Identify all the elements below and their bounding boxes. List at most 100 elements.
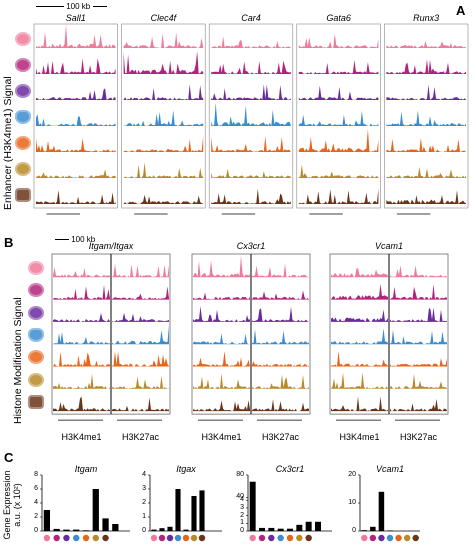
y-tick-label-3-1: 10 (348, 499, 356, 506)
y-tick-label-2-0: 0 (240, 527, 244, 534)
bar-1-0 (151, 529, 157, 531)
y-tick-label-2-5: 40 (236, 493, 244, 501)
y-tick-label-0-0: 0 (34, 527, 38, 534)
track-a-3-5 (298, 164, 379, 178)
track-a-1-3 (123, 110, 204, 126)
bar-0-7 (112, 524, 119, 531)
mark-label-k27-0: H3K27ac (121, 432, 160, 442)
scale-bar-line (36, 6, 64, 8)
gene-box-4 (384, 23, 469, 209)
bar-0-0 (43, 510, 51, 531)
category-icon-2-2 (268, 534, 275, 542)
track-a-2-6 (211, 188, 291, 204)
category-icon-0-4 (82, 534, 90, 542)
kidney-icon (28, 350, 44, 365)
y-tick-label-0-2: 4 (34, 499, 38, 506)
track-b-k4-2-5 (331, 372, 388, 389)
track-b-k4-0-2 (53, 312, 110, 322)
track-b-k4-2-2 (331, 309, 388, 322)
track-a-0-1 (36, 58, 116, 74)
gene-label-1: Clec4f (150, 13, 177, 23)
y-tick-label-2-2: 2 (240, 511, 244, 519)
y-tick-label-3-0: 0 (352, 527, 356, 534)
gene-label-b-1: Cx3cr1 (236, 241, 266, 251)
gene-label-b-2: Vcam1 (374, 241, 403, 251)
track-b-k27-2-3 (390, 329, 447, 345)
mark-label-k4-1: H3K4me1 (201, 432, 242, 442)
bar-3-0 (361, 530, 368, 531)
track-a-3-0 (298, 33, 379, 48)
gene-label-3: Gata6 (326, 13, 351, 23)
track-b-k27-0-2 (112, 312, 169, 322)
chart-title-0: Itgam (74, 464, 98, 474)
category-icon-1-3 (174, 534, 182, 542)
track-b-k4-1-6 (193, 400, 250, 412)
mark-label-k27-2: H3K27ac (399, 432, 438, 442)
track-b-k27-1-5 (252, 374, 309, 389)
bar-3-1 (370, 526, 376, 531)
track-b-k4-1-2 (193, 306, 250, 322)
track-a-1-2 (123, 84, 204, 100)
category-icon-3-1 (369, 534, 377, 542)
track-b-k4-1-1 (193, 292, 250, 300)
bar-1-6 (199, 490, 205, 531)
track-a-0-3 (36, 114, 116, 126)
intestine-icon (15, 162, 31, 176)
track-a-2-3 (211, 102, 291, 126)
y-tick-label-1-3: 3 (142, 485, 146, 492)
bar-2-5 (296, 524, 303, 531)
track-a-3-2 (298, 85, 379, 100)
category-icon-0-6 (102, 534, 109, 542)
bar-1-5 (191, 496, 197, 531)
category-icon-3-3 (386, 534, 394, 542)
mark-label-k27-1: H3K27ac (261, 432, 300, 442)
liver-icon (28, 283, 44, 298)
track-a-4-1 (386, 59, 466, 74)
y-tick-label-2-4: 4 (240, 496, 244, 504)
category-icon-1-4 (182, 534, 190, 542)
panel-a-tracks (33, 23, 469, 215)
bar-2-7 (315, 521, 321, 531)
track-b-k4-0-5 (53, 373, 110, 389)
category-icon-2-5 (296, 534, 303, 542)
category-icon-2-4 (286, 534, 294, 542)
gene-box-1 (121, 23, 206, 209)
y-tick-label-1-2: 2 (142, 499, 146, 506)
intestine-icon (28, 372, 44, 387)
track-b-k4-0-0 (53, 267, 110, 278)
category-icon-1-5 (190, 534, 198, 542)
bar-0-3 (73, 529, 80, 531)
category-icon-1-1 (158, 534, 166, 542)
track-a-1-6 (123, 194, 204, 204)
bar-1-2 (167, 526, 173, 531)
track-b-k27-1-4 (252, 361, 309, 367)
gene-box-3 (296, 23, 381, 209)
bar-2-6 (305, 521, 312, 531)
track-b-k27-2-1 (390, 284, 447, 300)
colon-icon (15, 188, 31, 202)
track-b-k4-1-5 (193, 373, 250, 389)
track-a-1-5 (123, 162, 204, 178)
track-a-3-4 (298, 128, 379, 152)
category-icon-2-6 (305, 534, 312, 542)
track-a-2-5 (211, 168, 291, 178)
track-b-k4-0-3 (53, 331, 110, 345)
track-a-2-0 (211, 36, 291, 48)
track-b-k27-2-0 (390, 265, 447, 278)
track-b-k27-0-3 (112, 325, 169, 345)
track-a-3-3 (298, 110, 379, 126)
category-icon-3-2 (378, 534, 385, 542)
track-b-k4-2-0 (331, 268, 388, 278)
gene-box-0 (33, 23, 118, 209)
spleen-icon (28, 305, 44, 320)
bar-0-2 (63, 529, 70, 531)
bar-2-4 (287, 528, 293, 531)
track-b-k27-1-2 (252, 306, 309, 322)
y-tick-label-2-1: 1 (240, 519, 244, 527)
track-a-0-4 (36, 138, 116, 152)
track-b-k27-1-6 (252, 399, 309, 412)
mark-label-k4-0: H3K4me1 (61, 432, 102, 442)
track-b-k4-1-4 (193, 351, 250, 367)
panel-c-label: C (4, 450, 14, 465)
track-a-1-1 (123, 51, 204, 74)
